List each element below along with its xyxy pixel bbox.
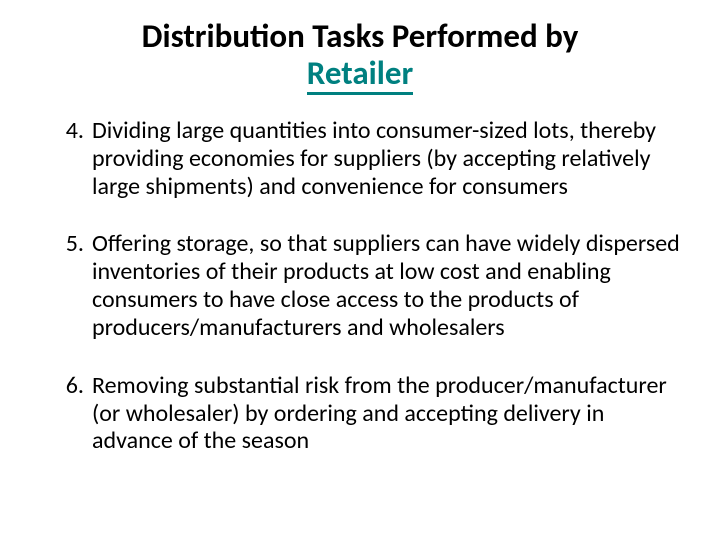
- list-item-text: Dividing large quantities into consumer-…: [92, 116, 656, 201]
- list-item-number: 6.: [54, 372, 84, 400]
- numbered-list: 4. Dividing large quantities into consum…: [40, 117, 680, 455]
- list-item: 5. Offering storage, so that suppliers c…: [40, 230, 680, 341]
- title-line-2: Retailer: [40, 55, 680, 95]
- slide-title: Distribution Tasks Performed by Retailer: [40, 18, 680, 95]
- title-line-1: Distribution Tasks Performed by: [40, 18, 680, 55]
- list-item-text: Offering storage, so that suppliers can …: [92, 229, 680, 341]
- list-item: 4. Dividing large quantities into consum…: [40, 117, 680, 200]
- list-item-number: 5.: [54, 230, 84, 258]
- list-item-number: 4.: [54, 117, 84, 145]
- list-item-text: Removing substantial risk from the produ…: [92, 371, 667, 456]
- title-retailer-underlined: Retailer: [307, 55, 413, 95]
- list-item: 6. Removing substantial risk from the pr…: [40, 372, 680, 455]
- slide: Distribution Tasks Performed by Retailer…: [0, 0, 720, 540]
